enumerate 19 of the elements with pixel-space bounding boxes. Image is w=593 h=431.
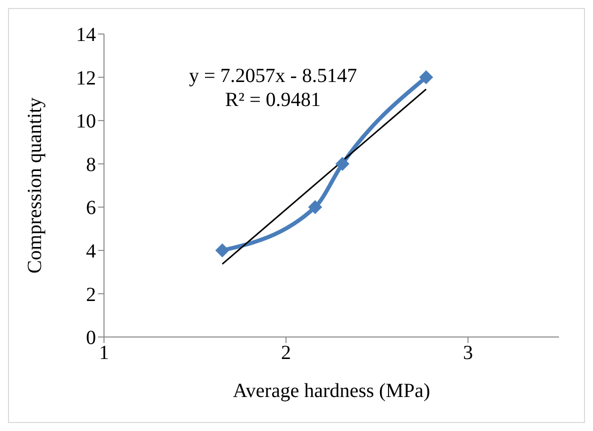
point [335,156,350,171]
annotation: R² = 0.9481 [224,88,322,112]
y-tick-label: 2 [86,284,96,306]
y-tick-label: 6 [86,197,96,220]
point [419,70,434,84]
point [215,243,230,258]
x-tick-label: 1 [99,342,109,364]
y-tick-label: 8 [86,154,96,176]
y-tick-label: 4 [86,240,96,263]
x-axis-title: Average hardness (MPa) [232,380,430,402]
y-axis-title: Compression quantity [24,97,46,274]
y-tick-label: 12 [76,67,96,90]
x-tick-label: 2 [281,342,291,364]
annotation: y = 7.2057x - 8.5147 [189,64,357,88]
x-tick-label: 3 [463,342,473,364]
y-tick-label: 0 [86,327,96,350]
point [308,200,322,214]
y-tick-label: 14 [76,24,96,46]
y-tick-label: 10 [76,110,96,133]
